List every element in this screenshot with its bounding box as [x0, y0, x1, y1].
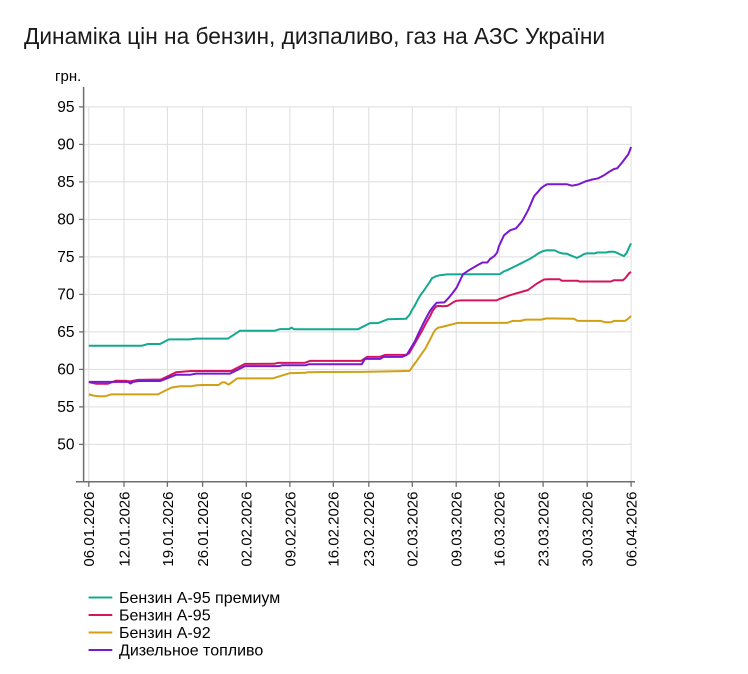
- svg-text:90: 90: [57, 137, 75, 154]
- svg-text:23.03.2026: 23.03.2026: [536, 492, 553, 567]
- svg-text:95: 95: [57, 99, 74, 116]
- svg-text:30.03.2026: 30.03.2026: [580, 492, 597, 567]
- svg-text:06.01.2026: 06.01.2026: [81, 492, 98, 567]
- svg-text:75: 75: [57, 249, 74, 266]
- svg-text:70: 70: [57, 287, 75, 304]
- svg-text:65: 65: [57, 324, 74, 341]
- svg-text:12.01.2026: 12.01.2026: [116, 492, 133, 567]
- svg-text:50: 50: [57, 437, 75, 454]
- svg-text:06.04.2026: 06.04.2026: [624, 492, 641, 567]
- svg-text:Бензин А-95: Бензин А-95: [119, 608, 211, 625]
- svg-text:Бензин А-92: Бензин А-92: [119, 625, 211, 642]
- svg-text:19.01.2026: 19.01.2026: [160, 492, 177, 567]
- svg-text:23.02.2026: 23.02.2026: [361, 492, 378, 567]
- svg-text:60: 60: [57, 362, 75, 379]
- svg-text:26.01.2026: 26.01.2026: [195, 492, 212, 567]
- svg-text:85: 85: [57, 174, 74, 191]
- svg-text:16.03.2026: 16.03.2026: [492, 492, 509, 567]
- svg-text:16.02.2026: 16.02.2026: [326, 492, 343, 567]
- svg-text:09.03.2026: 09.03.2026: [449, 492, 466, 567]
- svg-text:Бензин А-95 премиум: Бензин А-95 премиум: [119, 590, 280, 607]
- svg-text:80: 80: [57, 212, 75, 229]
- svg-text:02.03.2026: 02.03.2026: [405, 492, 422, 567]
- svg-text:09.02.2026: 09.02.2026: [282, 492, 299, 567]
- svg-text:02.02.2026: 02.02.2026: [239, 492, 256, 567]
- svg-text:Дизельное топливо: Дизельное топливо: [119, 643, 263, 660]
- svg-text:55: 55: [57, 399, 74, 416]
